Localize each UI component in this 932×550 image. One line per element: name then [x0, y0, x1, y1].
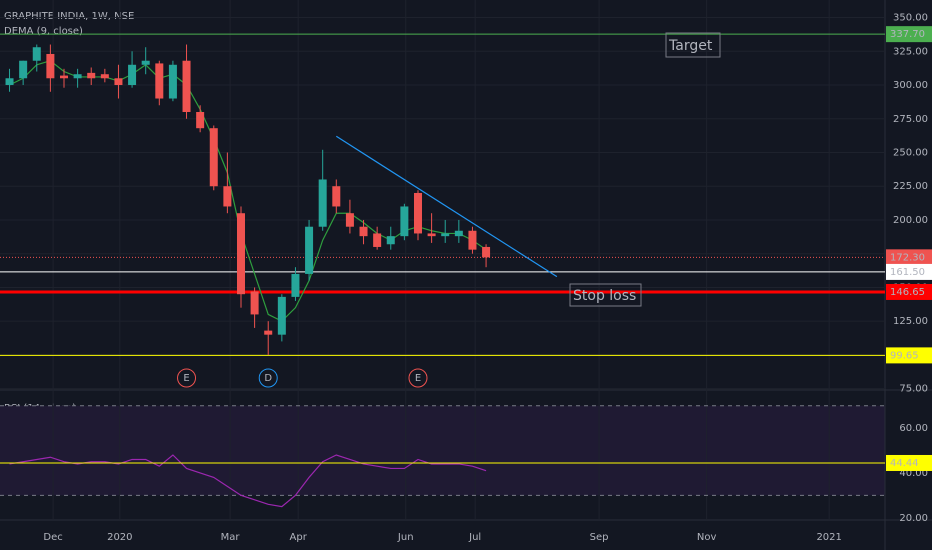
candle-body	[196, 112, 205, 129]
candle-body	[59, 75, 68, 79]
event-label: D	[264, 373, 272, 384]
candle-body	[454, 230, 463, 237]
x-tick-label: Dec	[43, 532, 62, 543]
indicator-name: DEMA (9, close)	[4, 26, 83, 37]
level-tag	[886, 26, 932, 43]
level-label: 99.65	[890, 350, 919, 361]
candle-body	[19, 60, 28, 79]
x-tick-label: Sep	[590, 532, 609, 543]
candle-body	[155, 63, 164, 99]
candle-body	[468, 230, 477, 250]
candle-body	[182, 60, 191, 113]
event-marker	[258, 368, 278, 388]
x-tick-label: Nov	[697, 532, 717, 543]
candle-body	[141, 60, 150, 65]
candle-body	[427, 233, 436, 237]
candle-body	[345, 213, 354, 227]
x-tick-label: 2020	[107, 532, 132, 543]
level-tag	[886, 283, 932, 300]
candle-body	[332, 186, 341, 207]
candle-body	[373, 233, 382, 247]
candle-body	[209, 128, 218, 187]
x-tick-label: Mar	[221, 532, 241, 543]
candle-body	[5, 78, 14, 86]
rsi-level-tag	[886, 454, 932, 471]
candle-body	[277, 296, 286, 335]
candle-body	[168, 64, 177, 99]
annotation-box	[569, 283, 642, 307]
level-label: 161.50	[890, 267, 925, 278]
annotation-box	[665, 32, 721, 58]
level-label: 172.30	[890, 252, 925, 263]
candle-body	[386, 236, 395, 245]
candle-body	[413, 192, 422, 234]
y-tick-label: 275.00	[893, 114, 928, 125]
x-tick-label: Jun	[397, 532, 414, 543]
candle-body	[400, 206, 409, 237]
y-tick-label: 75.00	[899, 384, 928, 395]
candle-body	[441, 233, 450, 237]
level-tag	[886, 263, 932, 280]
rsi-tick-label: 40.00	[899, 468, 928, 479]
candle-body	[114, 78, 123, 86]
candle-body	[32, 47, 41, 61]
annotation-text: Target	[668, 38, 713, 54]
y-tick-label: 250.00	[893, 147, 928, 158]
candle-body	[305, 226, 314, 274]
level-label: 337.70	[890, 29, 925, 40]
annotation-text: Stop loss	[573, 288, 636, 304]
candle-body	[318, 179, 327, 227]
rsi-zone	[0, 405, 885, 496]
candle-body	[100, 74, 109, 79]
candle-body	[223, 186, 232, 207]
x-tick-label: Jul	[468, 532, 481, 543]
rsi-tick-label: 20.00	[899, 513, 928, 524]
y-tick-label: 300.00	[893, 80, 928, 91]
event-label: E	[415, 373, 421, 384]
y-tick-label: 125.00	[893, 316, 928, 327]
event-marker	[177, 368, 197, 388]
y-tick-label: 225.00	[893, 181, 928, 192]
candle-body	[264, 330, 273, 335]
rsi-level-label: 44.44	[890, 458, 919, 469]
trendline	[335, 135, 558, 278]
y-tick-label: 325.00	[893, 46, 928, 57]
candle-body	[128, 64, 137, 86]
candle-body	[73, 74, 82, 79]
x-tick-label: Apr	[290, 532, 308, 543]
candle-body	[482, 246, 491, 258]
candle-body	[46, 53, 55, 79]
candle-body	[236, 213, 245, 295]
level-tag	[886, 249, 932, 266]
event-label: E	[183, 373, 189, 384]
x-tick-label: 2021	[816, 532, 841, 543]
chart-title: GRAPHITE INDIA, 1W, NSE	[4, 11, 134, 22]
y-tick-label: 350.00	[893, 13, 928, 24]
event-marker	[408, 368, 428, 388]
candle-body	[87, 72, 96, 79]
rsi-line	[9, 454, 487, 508]
y-tick-label: 200.00	[893, 215, 928, 226]
candle-body	[291, 273, 300, 297]
candle-body	[250, 291, 259, 315]
candle-body	[359, 226, 368, 237]
level-tag	[886, 347, 932, 364]
level-label: 146.65	[890, 287, 925, 298]
rsi-tick-label: 60.00	[899, 423, 928, 434]
